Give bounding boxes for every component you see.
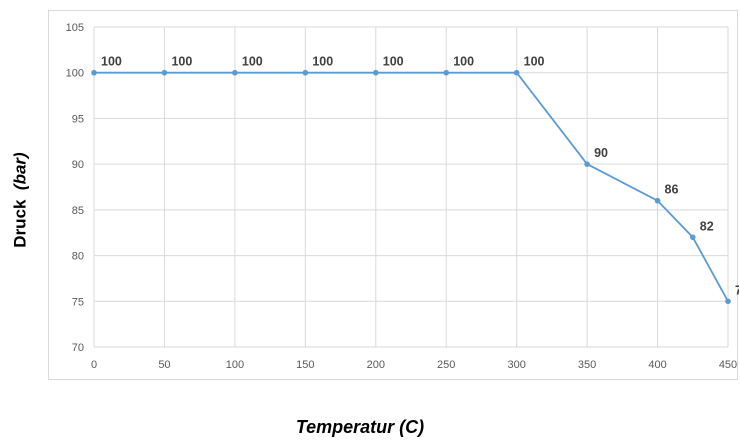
x-tick-label: 400 — [648, 359, 666, 371]
data-point — [443, 69, 450, 76]
x-tick-label: 100 — [226, 359, 244, 371]
data-label: 100 — [242, 55, 263, 69]
data-label: 100 — [524, 55, 545, 69]
data-label: 90 — [594, 146, 608, 160]
data-point — [584, 161, 590, 167]
data-point — [372, 69, 379, 76]
y-tick-label: 80 — [72, 251, 84, 263]
x-tick-label: 300 — [507, 359, 525, 371]
y-tick-labels: 70 75 80 85 90 95 100 105 — [66, 22, 84, 354]
y-tick-label: 100 — [66, 68, 84, 80]
y-axis-title-unit: (bar) — [11, 152, 31, 191]
y-tick-label: 90 — [72, 159, 84, 171]
y-tick-label: 85 — [72, 205, 84, 217]
x-tick-label: 450 — [719, 359, 737, 371]
data-label: 86 — [665, 183, 679, 197]
x-tick-label: 200 — [367, 359, 385, 371]
series-polyline — [94, 71, 729, 302]
data-label: 100 — [312, 55, 333, 69]
x-tick-label: 250 — [437, 359, 455, 371]
data-point — [725, 298, 731, 305]
data-point — [513, 69, 520, 76]
x-tick-label: 0 — [91, 359, 97, 371]
plot-area: 70 75 80 85 90 95 100 105 0 50 100 150 200 250 300 350… — [66, 22, 739, 371]
gridlines — [93, 26, 729, 348]
y-tick-label: 95 — [72, 113, 84, 125]
data-label: 100 — [453, 55, 474, 69]
data-point — [689, 234, 696, 241]
series-line — [91, 69, 731, 305]
data-point — [161, 69, 168, 76]
x-axis-title: Temperatur (C) — [295, 417, 425, 437]
data-point — [302, 69, 309, 76]
data-point — [91, 69, 97, 76]
data-label: 100 — [101, 55, 122, 69]
y-axis-title: Druck (bar) — [6, 120, 36, 280]
x-tick-label: 350 — [578, 359, 596, 371]
data-point — [232, 69, 238, 76]
x-tick-label: 50 — [158, 359, 170, 371]
x-tick-labels: 0 50 100 150 200 250 300 350 400 450 — [91, 359, 737, 371]
data-label: 100 — [171, 55, 192, 69]
y-tick-label: 70 — [72, 342, 84, 354]
data-point — [654, 197, 661, 204]
data-labels: 100 100 100 100 100 100 100 90 86 82 75 — [101, 55, 739, 298]
chart-area: 70 75 80 85 90 95 100 105 0 50 100 150 200 250 300 350… — [48, 10, 739, 380]
y-tick-label: 105 — [66, 22, 84, 34]
x-tick-label: 150 — [296, 359, 314, 371]
data-label: 100 — [383, 55, 404, 69]
y-axis-title-word: Druck — [11, 199, 31, 248]
data-label: 82 — [700, 219, 714, 233]
data-label: 75 — [735, 283, 739, 297]
y-tick-label: 75 — [72, 296, 84, 308]
